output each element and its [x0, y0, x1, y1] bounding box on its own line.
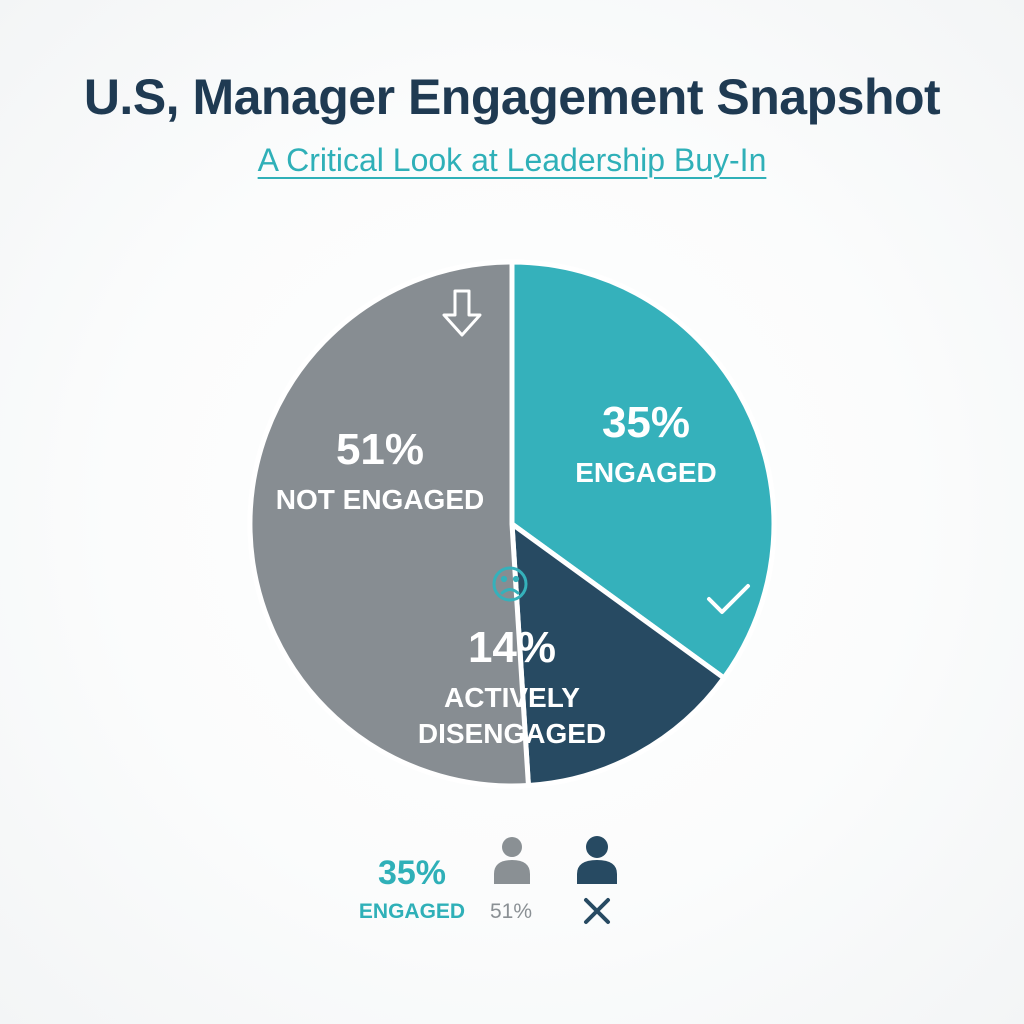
x-mark-icon	[584, 898, 610, 924]
subtitle-text: A Critical Look at Leadership Buy-In	[257, 142, 767, 178]
slice-value-label: 51%	[336, 425, 424, 474]
pie-labels: 35% ENGAGED 14% ACTIVELY DISENGAGED 51% NOT EN…	[276, 398, 717, 749]
check-icon	[707, 584, 750, 614]
slice-value-label: 35%	[602, 398, 690, 447]
person-icon	[577, 836, 617, 884]
slice-category-label: NOT ENGAGED	[276, 484, 484, 515]
legend-engaged-label: ENGAGED	[358, 900, 466, 923]
pie-slice-icons	[442, 289, 750, 614]
page-subtitle: A Critical Look at Leadership Buy-In	[0, 142, 1024, 179]
legend-engaged-value: 35%	[377, 854, 447, 892]
down-arrow-icon	[442, 289, 482, 337]
slice-category-label: ENGAGED	[575, 457, 717, 488]
person-icon	[494, 837, 530, 884]
slice-value-label: 14%	[468, 623, 556, 672]
pie-slice-not-engaged	[247, 259, 531, 789]
pie-slice-engaged	[509, 259, 777, 681]
sad-face-icon	[492, 566, 528, 602]
pie-slice-actively-disengaged	[509, 521, 727, 788]
slice-category-label: ACTIVELY	[444, 682, 580, 713]
pie-slices	[247, 259, 777, 789]
page-title: U.S, Manager Engagement Snapshot	[83, 69, 941, 125]
slice-category-label: DISENGAGED	[418, 718, 606, 749]
legend-not-engaged-value: 51%	[489, 900, 533, 923]
